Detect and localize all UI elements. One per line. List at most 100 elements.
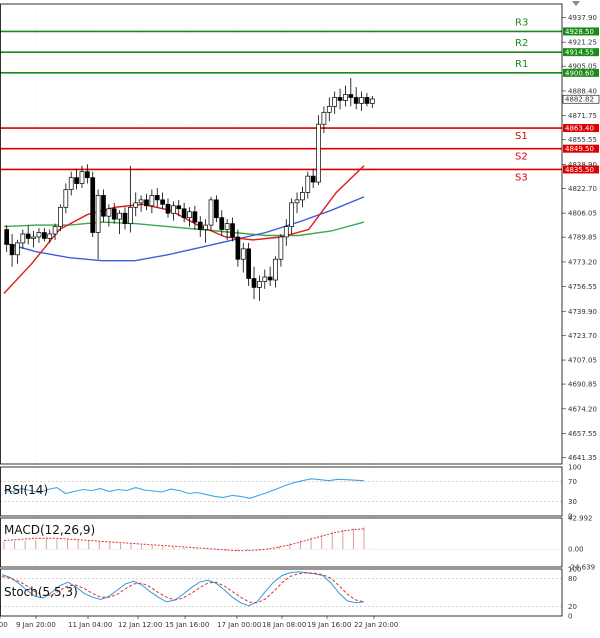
level-price-tag-bg [563, 124, 599, 133]
level-price-tag-bg [563, 27, 599, 36]
price-tick-label: 4773.20 [568, 258, 597, 266]
macd-signal-line [3, 528, 365, 552]
candle-up [369, 98, 375, 104]
price-tick-label: 4838.90 [568, 161, 597, 169]
rsi-pane: 100 70 30 0 RSI(14) [0, 464, 581, 521]
time-tick-label: 12 Jan 12:00 [118, 621, 162, 629]
candle-up [203, 224, 208, 230]
price-axis: 4937.90 4921.25 4905.05 4888.40 4871.75 4855.… [562, 14, 597, 462]
price-tick-label: 4723.70 [568, 332, 597, 340]
candle-down [267, 276, 273, 281]
price-tick-label: 4822.70 [568, 185, 597, 193]
price-tick-label: 4855.55 [568, 136, 597, 144]
candle-down [310, 175, 316, 183]
candle-down [122, 212, 128, 224]
time-tick-label: 17 Jan 00:00 [217, 621, 261, 629]
level-name-r1: R1 [515, 59, 528, 70]
time-tick-label: 19 Jan 16:00 [307, 621, 351, 629]
pane-tick-label: 80 [568, 575, 577, 583]
candle-up [138, 199, 144, 204]
level-price-tags: 4928.50 4914.55 4900.60 4863.40 4849.50 4835.… [562, 27, 600, 174]
level-name-s1: S1 [515, 131, 528, 142]
candle-down [144, 199, 149, 207]
candle-up [332, 97, 338, 107]
pane-tick-label: -24.639 [568, 564, 595, 572]
candle-up [31, 236, 36, 239]
pane-frame-rsi [0, 466, 563, 517]
candle-up [283, 226, 289, 238]
macd-title: MACD(12,26,9) [4, 523, 95, 537]
scroll-arrow-icon [572, 1, 580, 6]
stoch-main-line [1, 571, 365, 607]
current-price-tag-text: 4882.82 [565, 96, 594, 104]
price-tick-label: 4641.35 [568, 454, 597, 462]
level-price-tag-bg [563, 144, 599, 153]
pane-tick-label: 0 [568, 613, 572, 621]
candle-down [348, 94, 354, 98]
time-tick-label: 11 Jan 04:00 [68, 621, 112, 629]
pane-tick-label: 42.992 [568, 515, 593, 523]
candle-up [224, 223, 230, 230]
candle-down [74, 177, 79, 184]
pane-tick-label: 100 [568, 566, 581, 574]
time-tick-label: 15 Jan 16:00 [165, 621, 209, 629]
candle-down [154, 195, 160, 201]
candle-down [25, 233, 31, 239]
candle-down [230, 223, 235, 238]
stoch-signal-line [1, 572, 365, 604]
time-tick-label: 18 Jan 08:00 [262, 621, 306, 629]
candle-down [219, 217, 225, 230]
level-price-tag-text: 4863.40 [565, 125, 594, 133]
time-tick-label: 9 Jan 20:00 [16, 621, 56, 629]
level-name-r2: R2 [515, 38, 528, 49]
level-price-tag-text: 4928.50 [565, 28, 594, 36]
candle-down [165, 203, 171, 214]
candle-down [353, 97, 359, 104]
level-name-r3: R3 [515, 17, 528, 28]
candle-up [273, 258, 278, 281]
level-price-tag-text: 4914.55 [565, 49, 594, 57]
candlesticks [4, 78, 375, 301]
candle-up [52, 226, 58, 235]
price-tick-label: 4674.20 [568, 405, 597, 413]
candle-up [15, 242, 20, 256]
candle-down [235, 236, 241, 260]
current-price-tag-bg [562, 94, 600, 104]
candle-down [9, 244, 15, 256]
price-tick-label: 4905.05 [568, 63, 597, 71]
candle-down [160, 199, 165, 205]
rsi-title: RSI(14) [4, 483, 48, 497]
candle-up [305, 175, 311, 193]
candle-up [278, 236, 284, 260]
candle-up [240, 248, 246, 260]
support-resistance-levels: R3 R2 R1 S1 S2 S3 [0, 17, 562, 183]
price-tick-label: 4937.90 [568, 14, 597, 22]
candle-down [251, 278, 257, 288]
candle-down [4, 229, 10, 245]
price-tick-label: 4921.25 [568, 39, 597, 47]
candle-down [214, 199, 219, 219]
price-tick-label: 4739.90 [568, 308, 597, 316]
pane-frame-macd [0, 517, 563, 568]
candle-up [106, 208, 112, 217]
price-tick-label: 4756.55 [568, 283, 597, 291]
candle-down [192, 211, 198, 223]
candle-up [300, 192, 305, 201]
ma-mid-line [3, 196, 365, 262]
candle-down [111, 208, 117, 220]
candle-down [246, 248, 251, 279]
candle-up [95, 195, 101, 233]
price-tick-label: 4707.05 [568, 357, 597, 365]
candle-up [171, 205, 176, 214]
candle-up [149, 195, 155, 207]
candle-up [294, 199, 300, 204]
candle-up [187, 211, 192, 219]
candle-up [68, 177, 74, 190]
pane-tick-label: 20 [568, 603, 577, 611]
level-name-s2: S2 [515, 152, 528, 163]
